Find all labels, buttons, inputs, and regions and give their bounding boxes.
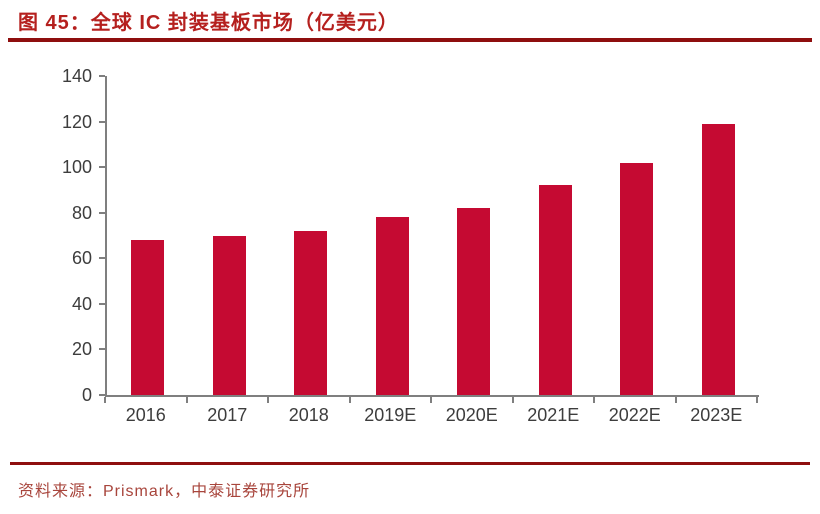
x-tick-label-2018: 2018 xyxy=(288,405,329,425)
bar-2020E xyxy=(457,208,491,395)
x-tick-mark-5 xyxy=(511,397,514,403)
source-text: 资料来源：Prismark，中泰证券研究所 xyxy=(18,483,311,500)
x-tick-label-2019E: 2019E xyxy=(364,405,417,425)
y-tick-mark-100 xyxy=(99,166,105,169)
title-divider-rule xyxy=(8,38,812,42)
x-tick-label-2022E: 2022E xyxy=(608,405,661,425)
x-tick-mark-4 xyxy=(430,397,432,403)
bar-2018 xyxy=(294,230,328,395)
x-tick-mark-7 xyxy=(674,397,677,403)
x-tick-mark-8 xyxy=(756,397,758,403)
y-tick-label-40: 40 xyxy=(71,293,92,314)
x-tick-label-2017: 2017 xyxy=(207,405,248,425)
y-tick-mark-40 xyxy=(99,302,105,305)
bar-2021E xyxy=(538,185,572,395)
y-tick-label-80: 80 xyxy=(71,202,92,223)
bar-2023E xyxy=(701,123,735,395)
bar-2016 xyxy=(131,240,165,395)
source-divider-rule xyxy=(10,462,810,465)
x-tick-mark-1 xyxy=(185,397,188,403)
plot-area xyxy=(105,76,759,397)
x-tick-mark-3 xyxy=(348,397,351,403)
bar-chart: 0 20 40 60 80 100 120 140 2016 2017 2018 2019E 2020… xyxy=(61,66,759,425)
y-tick-mark-140 xyxy=(99,75,105,77)
y-tick-label-60: 60 xyxy=(71,248,92,269)
x-tick-label-2021E: 2021E xyxy=(527,405,580,425)
y-tick-label-140: 140 xyxy=(61,66,92,86)
bar-2017 xyxy=(212,235,246,395)
figure-title: 图 45：全球 IC 封装基板市场（亿美元） xyxy=(18,12,399,34)
y-tick-mark-120 xyxy=(99,120,105,123)
y-tick-mark-0 xyxy=(99,394,105,396)
x-tick-label-2020E: 2020E xyxy=(445,405,498,425)
x-tick-mark-0 xyxy=(104,397,106,403)
y-tick-label-20: 20 xyxy=(71,339,92,360)
bar-2022E xyxy=(620,162,654,395)
y-tick-mark-80 xyxy=(99,211,105,214)
x-tick-mark-6 xyxy=(593,397,595,403)
y-tick-label-0: 0 xyxy=(81,385,92,405)
x-tick-label-2023E: 2023E xyxy=(690,405,743,425)
y-tick-label-120: 120 xyxy=(61,111,92,132)
x-tick-mark-2 xyxy=(267,397,269,403)
y-tick-mark-20 xyxy=(99,348,105,351)
x-tick-label-2016: 2016 xyxy=(125,405,166,425)
bar-2019E xyxy=(375,217,409,395)
y-tick-mark-60 xyxy=(99,257,105,260)
y-tick-label-100: 100 xyxy=(61,157,92,178)
